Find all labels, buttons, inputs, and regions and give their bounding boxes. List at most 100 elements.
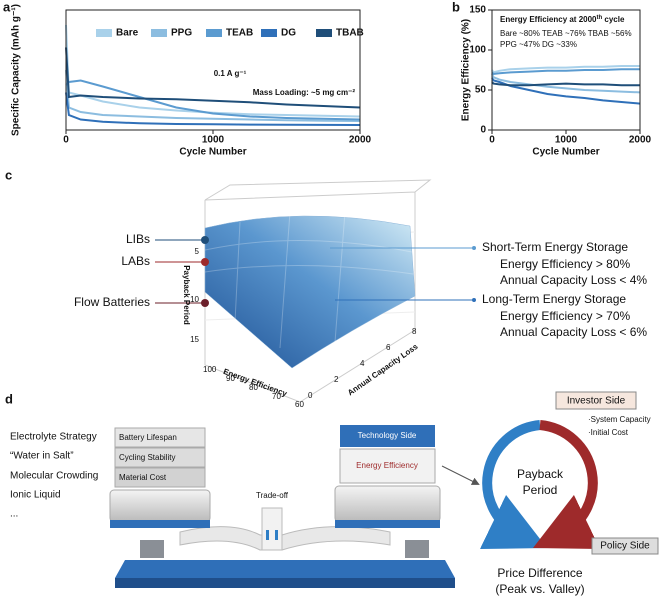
x-tick-label: 0 <box>489 135 495 146</box>
stack-block <box>340 425 435 447</box>
legend-swatch <box>206 29 222 37</box>
series-line <box>65 79 361 121</box>
stack-block <box>114 427 206 448</box>
y-tick-label: 50 <box>475 85 487 96</box>
note-sup: th <box>597 15 603 21</box>
strategy: Molecular Crowding <box>10 471 98 482</box>
x-tick-label: 0 <box>63 135 69 146</box>
leader-dot <box>472 298 476 302</box>
policy-label: Policy Side <box>600 541 650 552</box>
series-line <box>65 92 361 126</box>
stack-block <box>114 467 206 488</box>
panel-c: c LIBs LABs Flow Batteries Payback Perio… <box>5 167 647 409</box>
z-tick: 5 <box>195 247 200 256</box>
y-tick: 4 <box>360 359 365 368</box>
stack-label: Energy Efficiency <box>356 461 418 470</box>
battery-label: LIBs <box>126 232 150 246</box>
strategy: Electrolyte Strategy <box>10 432 97 443</box>
scenario-line: Energy Efficiency > 80% <box>500 257 631 271</box>
investor-box <box>555 391 637 410</box>
series-line <box>65 24 361 118</box>
x-tick: 80 <box>249 383 258 392</box>
stack-label: Battery Lifespan <box>119 433 177 442</box>
stack-label: Cycling Stability <box>119 453 175 462</box>
x-tick: 70 <box>272 392 281 401</box>
annotation: Mass Loading: ~5 mg cm⁻² <box>253 88 356 97</box>
note-line: Bare ~80% TEAB ~76% TBAB ~56% <box>500 29 632 38</box>
x-tick-label: 2000 <box>349 135 372 146</box>
pan-rim <box>110 520 210 528</box>
series-line <box>491 81 640 87</box>
z-tick: 10 <box>190 295 199 304</box>
center-label: Payback <box>517 467 564 481</box>
z-axis-title: Payback Period <box>182 265 191 325</box>
cycle-arc <box>532 420 601 549</box>
scenario-title: Long-Term Energy Storage <box>482 292 626 306</box>
panel-label: d <box>5 391 13 406</box>
arrow <box>441 465 480 485</box>
x-tick: 90 <box>226 374 235 383</box>
y-tick: 2 <box>334 375 339 384</box>
scenario-line: Energy Efficiency > 70% <box>500 309 631 323</box>
lib-dot <box>201 236 209 244</box>
scenario-title: Short-Term Energy Storage <box>482 240 628 254</box>
annotation: 0.1 A g⁻¹ <box>214 69 247 78</box>
battery-label: Flow Batteries <box>74 295 150 309</box>
x-axis-title: Cycle Number <box>179 147 246 158</box>
surface <box>204 215 416 369</box>
series-line <box>65 69 361 122</box>
series-line <box>65 47 361 109</box>
post <box>261 507 283 551</box>
strategy: ... <box>10 509 18 520</box>
policy-box <box>591 537 659 555</box>
stack-block <box>114 447 206 468</box>
y-tick: 0 <box>308 391 313 400</box>
panel-label: a <box>3 0 11 14</box>
price-label: Price Difference <box>497 566 582 580</box>
stack-label: Material Cost <box>119 473 167 482</box>
series-line <box>491 77 641 105</box>
pan-rim <box>335 520 440 528</box>
leg <box>405 540 429 558</box>
legend-swatch <box>316 29 332 37</box>
battery-label: LABs <box>121 254 150 268</box>
investor-item: ·Initial Cost <box>588 428 629 437</box>
y-tick-label: 150 <box>469 5 486 16</box>
center-label: Period <box>523 483 558 497</box>
surface-mesh <box>204 211 414 349</box>
legend-label: Bare <box>116 28 139 39</box>
y-tick: 8 <box>412 327 417 336</box>
plot-frame <box>491 9 641 131</box>
note-after: cycle <box>602 15 625 24</box>
z-tick: 15 <box>190 335 199 344</box>
pan <box>109 489 211 523</box>
price-label: (Peak vs. Valley) <box>495 582 584 596</box>
y-tick-label: 100 <box>469 45 486 56</box>
panel-label: b <box>452 0 460 14</box>
investor-item: ·System Capacity <box>588 415 651 424</box>
legend-label: TEAB <box>226 28 253 39</box>
series-line <box>491 65 640 74</box>
investor-title: Investor Side <box>567 396 626 407</box>
x-tick-label: 2000 <box>629 135 652 146</box>
legend-label: TBAB <box>336 28 364 39</box>
scenario-line: Annual Capacity Loss < 4% <box>500 273 647 287</box>
cycle-arc <box>479 420 548 549</box>
clip <box>275 530 278 540</box>
strategy: “Water in Salt” <box>10 451 74 462</box>
stack-label: Technology Side <box>358 431 417 440</box>
lab-dot <box>201 258 209 266</box>
series-line <box>491 73 641 94</box>
strategy: Ionic Liquid <box>10 490 61 501</box>
x-tick-label: 1000 <box>555 135 578 146</box>
scenario-line: Annual Capacity Loss < 6% <box>500 325 647 339</box>
y-tick: 6 <box>386 343 391 352</box>
y-axis-title: Specific Capacity (mAh g⁻¹) <box>11 4 22 136</box>
legend-label: DG <box>281 28 296 39</box>
legend-label: PPG <box>171 28 192 39</box>
clip <box>266 530 269 540</box>
flow-dot <box>201 299 209 307</box>
note-title-text: Energy Efficiency at 2000 <box>500 15 597 24</box>
base-front <box>115 578 455 588</box>
leader-dot <box>472 246 476 250</box>
